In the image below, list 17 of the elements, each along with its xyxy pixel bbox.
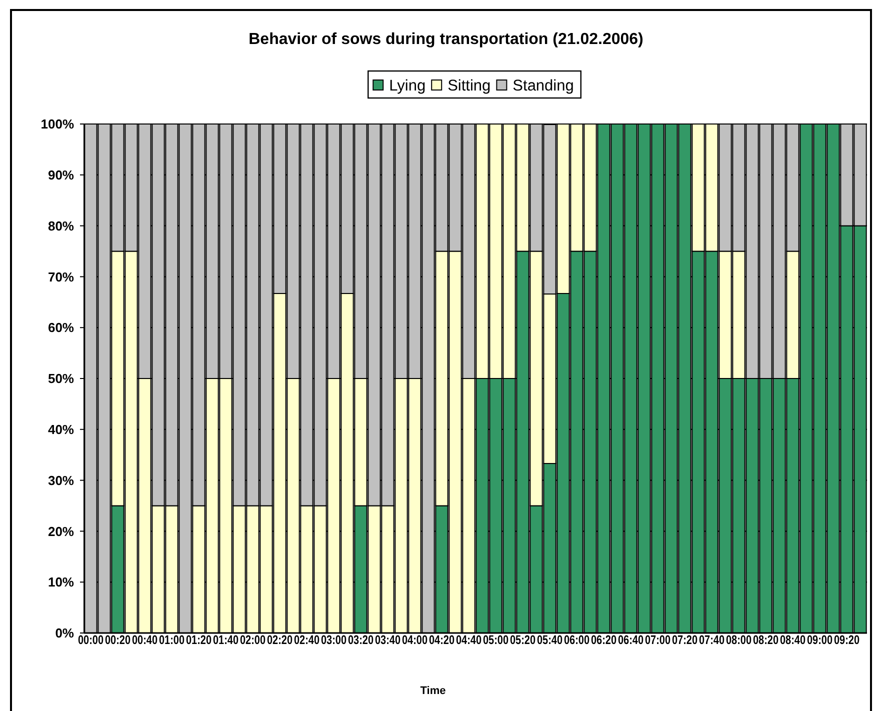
y-tick-label: 50% xyxy=(48,371,74,386)
legend-label: Lying xyxy=(389,77,426,94)
legend-label: Standing xyxy=(512,77,574,94)
y-tick-label: 100% xyxy=(40,116,74,132)
legend-label: Sitting xyxy=(448,77,491,94)
y-tick-label: 0% xyxy=(55,626,74,641)
x-axis-title: Time xyxy=(420,685,446,697)
y-tick-label: 70% xyxy=(48,269,74,284)
y-tick-label: 10% xyxy=(48,574,74,590)
y-tick-label: 60% xyxy=(48,320,74,336)
y-tick-label: 90% xyxy=(48,167,74,182)
x-tick-label: 09:20 xyxy=(834,633,866,647)
y-tick-label: 30% xyxy=(48,472,74,488)
y-tick-label: 40% xyxy=(48,422,74,437)
y-tick-label: 80% xyxy=(48,218,74,234)
chart-title: Behavior of sows during transportation (21.02.2006) xyxy=(248,31,644,48)
y-tick-label: 20% xyxy=(48,524,74,539)
